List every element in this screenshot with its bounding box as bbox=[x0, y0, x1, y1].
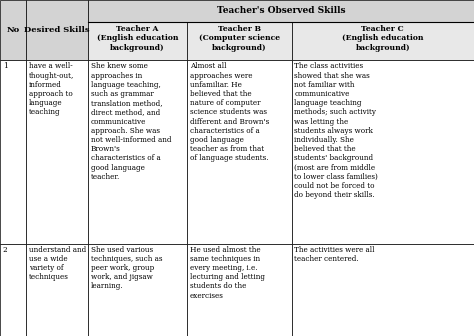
Text: Teacher B
(Computer science
background): Teacher B (Computer science background) bbox=[199, 25, 280, 52]
Bar bbox=[0, 244, 26, 336]
Bar bbox=[26, 244, 88, 336]
Bar bbox=[88, 60, 187, 244]
Text: Teacher A
(English education
background): Teacher A (English education background) bbox=[97, 25, 178, 52]
Text: 1: 1 bbox=[3, 62, 8, 71]
Bar bbox=[0, 0, 26, 60]
Bar bbox=[26, 60, 88, 244]
Text: The activities were all
teacher centered.: The activities were all teacher centered… bbox=[294, 246, 375, 263]
Text: have a well-
thought-out,
informed
approach to
language
teaching: have a well- thought-out, informed appro… bbox=[29, 62, 74, 117]
Text: Teacher C
(English education
background): Teacher C (English education background) bbox=[342, 25, 423, 52]
Text: He used almost the
same techniques in
every meeting, i.e.
lecturing and letting
: He used almost the same techniques in ev… bbox=[190, 246, 265, 300]
Bar bbox=[187, 244, 292, 336]
Text: 2: 2 bbox=[3, 246, 8, 254]
Bar bbox=[88, 244, 187, 336]
Text: No: No bbox=[7, 26, 19, 34]
Bar bbox=[292, 244, 474, 336]
Bar bbox=[88, 22, 187, 60]
Text: Desired Skills: Desired Skills bbox=[24, 26, 90, 34]
Bar bbox=[187, 22, 292, 60]
Bar bbox=[292, 60, 474, 244]
Bar bbox=[187, 60, 292, 244]
Bar bbox=[88, 0, 474, 22]
Text: understand and
use a wide
variety of
techniques: understand and use a wide variety of tec… bbox=[29, 246, 86, 281]
Text: Teacher's Observed Skills: Teacher's Observed Skills bbox=[217, 6, 345, 15]
Text: She used various
techniques, such as
peer work, group
work, and jigsaw
learning.: She used various techniques, such as pee… bbox=[91, 246, 162, 290]
Bar bbox=[292, 22, 474, 60]
Text: Almost all
approaches were
unfamiliar. He
believed that the
nature of computer
s: Almost all approaches were unfamiliar. H… bbox=[190, 62, 269, 163]
Bar bbox=[26, 0, 88, 60]
Text: She knew some
approaches in
language teaching,
such as grammar
translation metho: She knew some approaches in language tea… bbox=[91, 62, 171, 181]
Bar bbox=[0, 60, 26, 244]
Text: The class activities
showed that she was
not familiar with
communicative
languag: The class activities showed that she was… bbox=[294, 62, 378, 199]
